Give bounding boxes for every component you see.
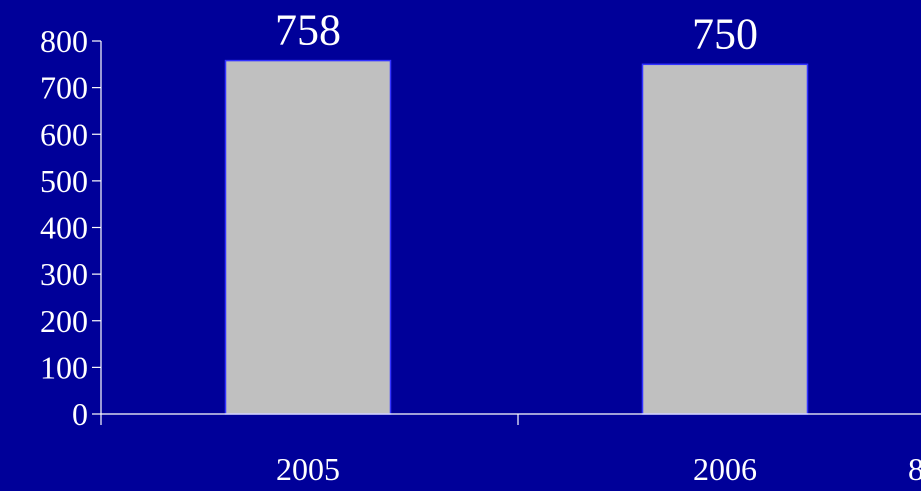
bar-2006: [641, 63, 809, 415]
x-tick-label-8: 8: [908, 451, 921, 486]
data-label-2005: 758: [275, 6, 341, 55]
y-tick-label-100: 100: [40, 349, 88, 385]
y-tick-label-800: 800: [40, 23, 88, 59]
axes-layer: [92, 40, 921, 425]
labels-layer: 758 750 0 100 200 300 400 500 600 700 800 2005 2006 8: [40, 6, 921, 487]
y-tick-label-0: 0: [72, 396, 88, 432]
data-label-2006: 750: [692, 9, 758, 58]
y-tick-label-200: 200: [40, 303, 88, 339]
y-tick-label-400: 400: [40, 210, 88, 246]
y-tick-label-500: 500: [40, 163, 88, 199]
y-tick-label-600: 600: [40, 116, 88, 152]
y-tick-label-300: 300: [40, 256, 88, 292]
x-tick-label-2006: 2006: [693, 451, 757, 486]
y-tick-label-700: 700: [40, 70, 88, 106]
bars-layer: [224, 59, 809, 415]
x-tick-label-2005: 2005: [276, 451, 340, 486]
bar-2005: [224, 59, 392, 415]
